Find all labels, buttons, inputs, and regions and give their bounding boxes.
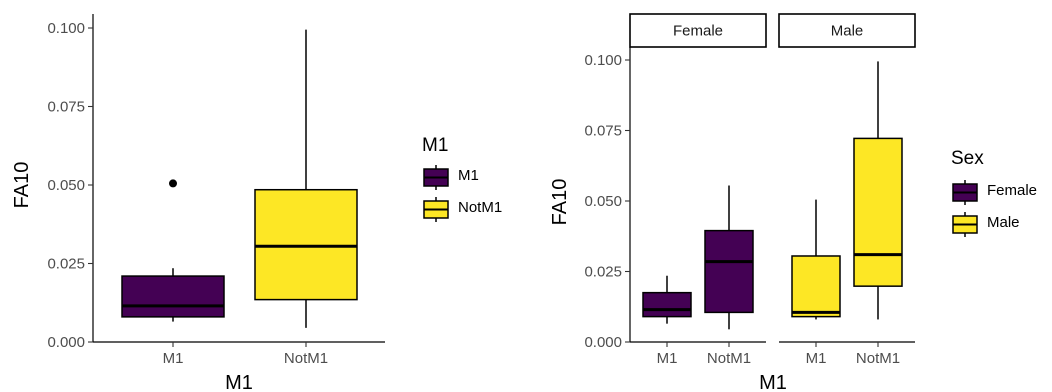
y-tick-label: 0.100: [584, 52, 622, 69]
facet-strip-female: [629, 13, 767, 48]
y-tick-label: 0.000: [584, 334, 622, 351]
box-iqr: [704, 229, 754, 314]
x-tick-label: M1: [163, 350, 184, 367]
y-tick-label: 0.025: [47, 256, 85, 273]
facet-strip-label: Male: [831, 23, 864, 40]
box-iqr: [791, 255, 841, 318]
legend-title: Sex: [951, 148, 984, 169]
legend-title: M1: [422, 135, 448, 156]
x-tick-label: NotM1: [284, 350, 328, 367]
box-female-m1: [642, 275, 692, 324]
box-iqr: [642, 291, 692, 318]
y-tick-label: 0.050: [47, 177, 85, 194]
box-iqr: [254, 188, 358, 301]
y-axis-title: FA10: [549, 179, 571, 226]
box-notm1: [254, 29, 358, 328]
legend-label: Male: [987, 214, 1020, 231]
legend-label: Female: [987, 182, 1037, 199]
facet-strip-male: [778, 13, 916, 48]
x-axis-title: M1: [225, 372, 253, 392]
legend-key-m1: [423, 165, 449, 190]
y-tick-label: 0.100: [47, 20, 85, 37]
y-axis-title: FA10: [11, 162, 33, 209]
y-tick-label: 0.050: [584, 193, 622, 210]
box-m1: [121, 179, 225, 322]
legend-key-notm1: [423, 197, 449, 222]
box-female-notm1: [704, 185, 754, 330]
x-tick-label: NotM1: [707, 350, 751, 367]
legend-key-male: [952, 212, 978, 237]
box-iqr: [121, 275, 225, 318]
y-tick-label: 0.000: [47, 334, 85, 351]
facet-strip-label: Female: [673, 23, 723, 40]
legend: M1 M1 NotM1: [422, 135, 502, 222]
chart-panel-1: 0.000 0.025 0.050 0.075 0.100 M1 NotM1 M1 FA10 M1…: [11, 14, 502, 392]
legend-label: M1: [458, 167, 479, 184]
x-axis-title: M1: [759, 372, 787, 392]
outlier-point: [169, 179, 177, 188]
y-tick-label: 0.025: [584, 264, 622, 281]
chart-panel-2: 0.000 0.025 0.050 0.075 0.100 Female M1 NotM1 Ma…: [549, 13, 1037, 392]
x-tick-label: M1: [806, 350, 827, 367]
box-iqr: [853, 137, 903, 287]
legend-label: NotM1: [458, 199, 502, 216]
legend-key-female: [952, 180, 978, 205]
box-male-m1: [791, 199, 841, 320]
x-tick-label: NotM1: [856, 350, 900, 367]
y-tick-label: 0.075: [584, 123, 622, 140]
box-male-notm1: [853, 61, 903, 320]
y-tick-label: 0.075: [47, 99, 85, 116]
x-tick-label: M1: [657, 350, 678, 367]
